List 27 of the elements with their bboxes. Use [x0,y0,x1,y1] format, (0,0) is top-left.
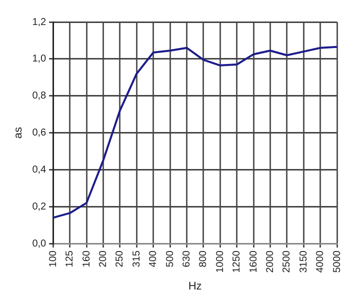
x-tick-label: 1600 [248,250,260,273]
x-tick-label: 250 [114,250,126,268]
x-tick-label: 400 [148,250,160,268]
x-tick-label: 2500 [282,250,293,273]
x-tick-label: 4000 [315,250,326,273]
x-tick-label: 500 [164,250,176,268]
x-tick-label: 630 [181,250,192,268]
x-axis-title: Hz [188,280,202,292]
x-tick-label: 160 [81,250,92,268]
x-tick-label: 1000 [214,250,226,273]
x-tick-label: 125 [64,250,76,268]
y-tick-label: 0,2 [32,201,47,212]
x-tick-label: 315 [131,250,142,268]
y-tick-label: 1,2 [32,16,47,28]
y-tick-label: 0,4 [32,164,47,176]
x-tick-label: 100 [48,250,59,268]
x-tick-label: 5000 [332,250,343,273]
y-tick-label: 0,0 [32,238,47,250]
y-axis-title: as [12,126,25,139]
x-tick-label: 800 [198,250,210,268]
y-tick-label: 1,0 [32,54,47,65]
x-tick-label: 3150 [298,250,310,273]
y-tick-label: 0,6 [32,128,47,139]
x-tick-label: 200 [98,250,109,268]
x-tick-label: 2000 [264,250,276,273]
y-tick-label: 0,8 [32,90,47,102]
x-tick-label: 1250 [232,250,243,273]
